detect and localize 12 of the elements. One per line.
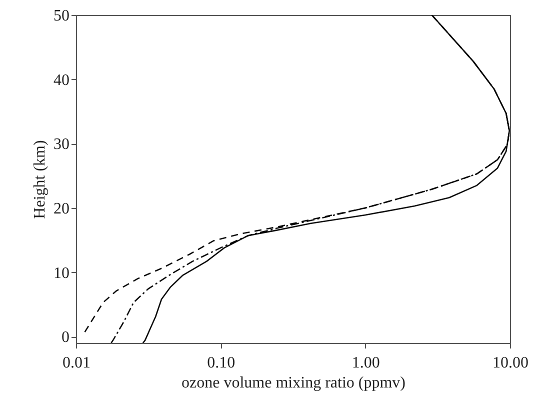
x-tick-label: 10.00	[492, 354, 528, 372]
y-tick-label: 20	[54, 200, 70, 218]
x-tick-label: 0.01	[62, 354, 90, 372]
y-tick-label: 30	[54, 136, 70, 154]
x-axis-title: ozone volume mixing ratio (ppmv)	[182, 374, 406, 392]
y-axis-title: Height (km)	[32, 140, 48, 219]
y-tick-label: 40	[54, 72, 70, 89]
y-tick-label: 0	[62, 329, 70, 346]
y-tick-label: 10	[54, 264, 70, 282]
y-tick-label: 50	[54, 8, 70, 24]
x-tick-label: 0.10	[207, 354, 236, 372]
x-tick-label: 1.00	[352, 354, 380, 372]
